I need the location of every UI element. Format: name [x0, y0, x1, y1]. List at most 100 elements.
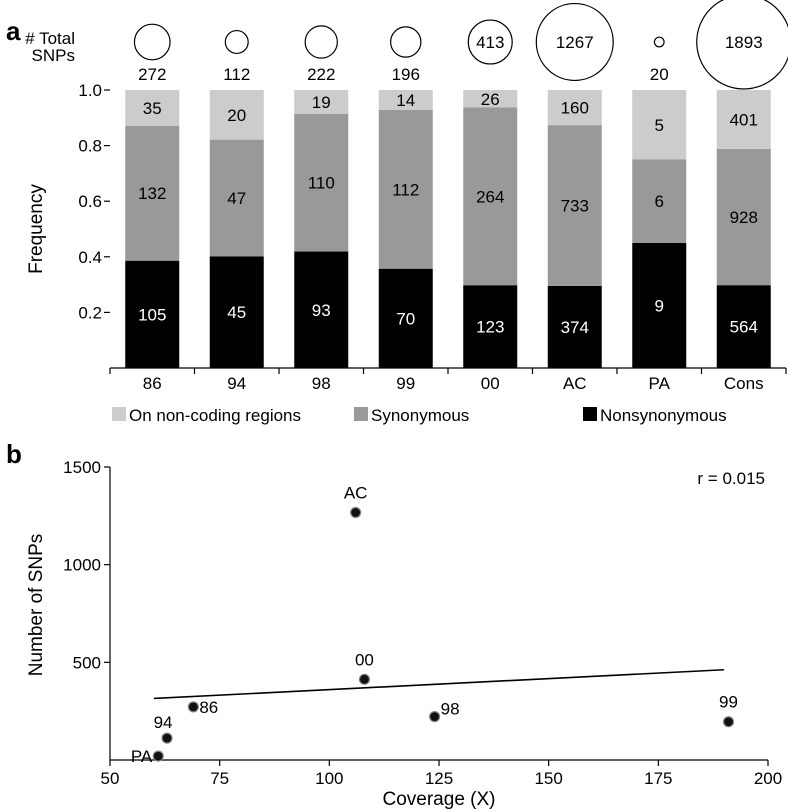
bar-data-label: 47	[227, 189, 246, 208]
y-tick-label: 0.4	[78, 248, 102, 267]
x-tick-label: 200	[754, 769, 782, 788]
legend-swatch	[354, 407, 368, 421]
bar-data-label: 93	[312, 301, 331, 320]
bar-data-label: 35	[143, 99, 162, 118]
bar-data-label: 45	[227, 303, 246, 322]
bar-segment	[716, 148, 771, 286]
bar-data-label: 20	[227, 106, 246, 125]
legend-swatch	[112, 407, 126, 421]
bar-data-label: 70	[396, 309, 415, 328]
category-label: AC	[563, 374, 587, 393]
data-point	[350, 506, 362, 519]
total-value: 20	[650, 65, 669, 84]
y-tick-label: 500	[73, 653, 101, 672]
total-value: 272	[138, 65, 166, 84]
y-tick-label: 0.2	[78, 303, 102, 322]
bar-segment	[463, 90, 518, 108]
point-label: 94	[154, 713, 173, 732]
category-label: PA	[649, 374, 671, 393]
bar-segment	[209, 90, 264, 140]
bar-data-label: 6	[655, 192, 664, 211]
point-label: 86	[199, 698, 218, 717]
legend-swatch	[583, 407, 597, 421]
category-label: 00	[481, 374, 500, 393]
total-circle	[390, 26, 422, 58]
x-tick-label: 150	[534, 769, 562, 788]
legend-label: Synonymous	[371, 406, 469, 425]
total-circle	[133, 23, 171, 61]
category-label: 94	[227, 374, 246, 393]
bar-data-label: 564	[730, 318, 758, 337]
x-axis-title: Coverage (X)	[383, 789, 496, 810]
bar-data-label: 123	[476, 318, 504, 337]
total-value: 222	[307, 65, 335, 84]
y-tick-label: 1000	[63, 556, 101, 575]
category-label: 86	[143, 374, 162, 393]
total-circle	[535, 2, 614, 82]
bar-segment	[125, 125, 180, 261]
bar-segment	[547, 285, 602, 368]
bar-data-label: 132	[138, 184, 166, 203]
bar-segment	[716, 90, 771, 149]
bar-segment	[632, 90, 687, 160]
legend-label: On non-coding regions	[129, 406, 301, 425]
data-point	[161, 732, 173, 744]
bar-data-label: 733	[561, 197, 589, 216]
x-tick-label: 125	[425, 769, 453, 788]
y-tick-label: 0.8	[78, 137, 102, 156]
bar-data-label: 26	[481, 90, 500, 109]
bar-segment	[125, 260, 180, 368]
data-point	[429, 711, 441, 723]
bar-segment	[463, 107, 518, 286]
total-value: 112	[223, 65, 250, 84]
data-point	[722, 716, 735, 728]
legend-label: Nonsynonymous	[600, 406, 727, 425]
bar-segment	[294, 113, 349, 252]
bar-segment	[378, 109, 433, 269]
total-circle	[653, 36, 665, 48]
bar-segment	[209, 256, 264, 368]
bar-data-label: 928	[730, 208, 758, 227]
bar-data-label: 105	[138, 305, 166, 324]
total-value: 1893	[725, 33, 763, 52]
category-label: Cons	[724, 374, 764, 393]
bar-segment	[125, 90, 180, 126]
bar-data-label: 401	[730, 110, 758, 129]
point-label: PA	[131, 747, 153, 766]
category-label: 99	[396, 374, 415, 393]
point-label: 00	[355, 650, 374, 669]
bar-segment	[378, 268, 433, 368]
y-axis-title: Number of SNPs	[26, 534, 47, 677]
bar-data-label: 374	[561, 318, 589, 337]
bar-data-label: 9	[655, 296, 664, 315]
bar-segment	[716, 285, 771, 368]
bar-segment	[378, 90, 433, 110]
point-label: 99	[719, 693, 738, 712]
bar-segment	[294, 90, 349, 114]
x-tick-label: 100	[315, 769, 343, 788]
y-tick-label: 1.0	[78, 81, 102, 100]
total-circle	[696, 0, 788, 90]
point-label: 98	[441, 700, 460, 719]
correlation-annotation: r = 0.015	[697, 469, 765, 488]
total-circle	[467, 19, 513, 65]
total-circle	[224, 29, 249, 55]
total-value: 1267	[556, 33, 594, 52]
bar-data-label: 19	[312, 93, 331, 112]
bar-segment	[209, 139, 264, 257]
x-tick-label: 175	[644, 769, 672, 788]
bar-segment	[547, 90, 602, 126]
data-point	[187, 701, 199, 713]
bar-data-label: 160	[561, 99, 589, 118]
data-point	[358, 673, 371, 685]
point-label: AC	[344, 484, 368, 503]
y-tick-label: 0.6	[78, 192, 102, 211]
bar-segment	[632, 159, 687, 243]
bar-data-label: 14	[396, 91, 415, 110]
bar-segment	[547, 125, 602, 286]
total-value: 413	[476, 33, 504, 52]
panel-label-a: a	[6, 16, 21, 46]
data-point	[152, 750, 164, 762]
bar-segment	[294, 251, 349, 368]
